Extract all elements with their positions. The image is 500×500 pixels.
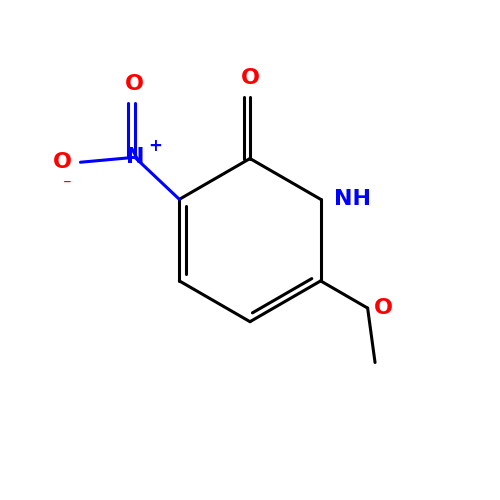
Text: +: + [148,138,162,156]
Text: ⁻: ⁻ [63,176,72,194]
Text: NH: NH [334,190,372,210]
Text: O: O [240,68,260,88]
Text: N: N [126,148,144,168]
Text: O: O [52,152,72,172]
Text: O: O [126,74,144,94]
Text: O: O [374,298,392,318]
